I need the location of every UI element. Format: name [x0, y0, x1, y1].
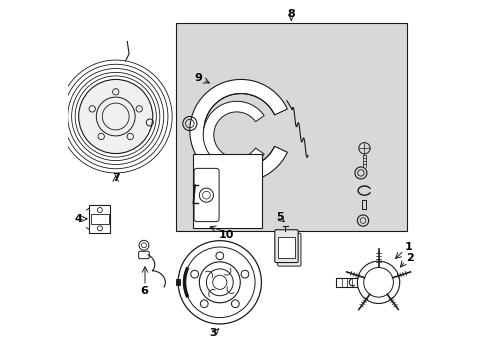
- Text: 3: 3: [208, 328, 216, 338]
- Text: 1: 1: [404, 242, 411, 252]
- Text: 7: 7: [112, 173, 120, 183]
- FancyBboxPatch shape: [274, 230, 298, 262]
- Text: 5: 5: [275, 212, 283, 222]
- Text: 8: 8: [287, 9, 295, 19]
- Bar: [175, 23, 406, 231]
- Text: 6: 6: [140, 286, 147, 296]
- Circle shape: [79, 80, 152, 153]
- Bar: [89, 205, 110, 233]
- Text: 2: 2: [406, 253, 413, 262]
- Bar: [278, 237, 294, 258]
- Polygon shape: [189, 80, 287, 182]
- Bar: [193, 153, 262, 228]
- Text: 10: 10: [218, 230, 233, 240]
- Circle shape: [357, 261, 399, 303]
- Bar: [91, 214, 108, 224]
- Text: 4: 4: [75, 214, 82, 224]
- FancyBboxPatch shape: [277, 233, 300, 266]
- Text: 9: 9: [194, 73, 202, 83]
- Polygon shape: [203, 101, 264, 168]
